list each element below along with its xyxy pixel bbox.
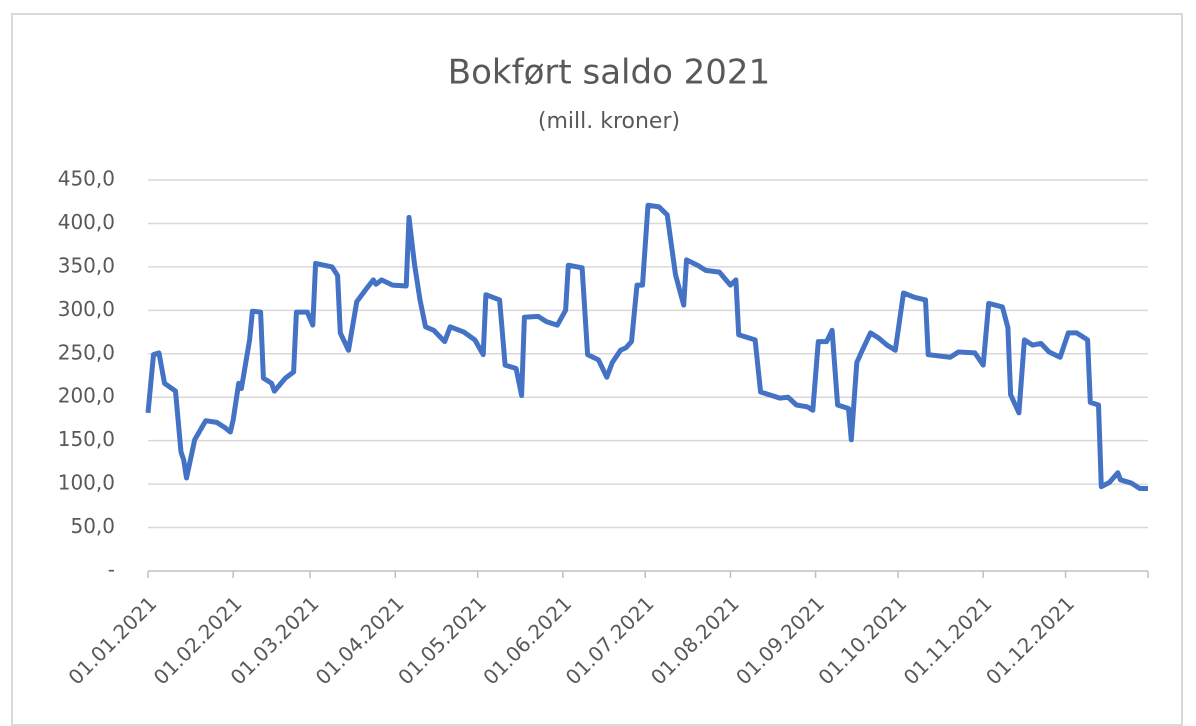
y-tick-label: - xyxy=(108,558,115,582)
y-tick-label: 350,0 xyxy=(58,253,115,277)
y-tick-label: 100,0 xyxy=(58,471,115,495)
y-tick-label: 300,0 xyxy=(58,297,115,321)
y-tick-label: 50,0 xyxy=(70,514,115,538)
y-tick-label: 200,0 xyxy=(58,384,115,408)
chart-title: Bokført saldo 2021 xyxy=(448,53,770,93)
chart-frame xyxy=(11,13,1183,726)
y-tick-label: 150,0 xyxy=(58,427,115,451)
y-tick-label: 400,0 xyxy=(58,210,115,234)
y-tick-label: 250,0 xyxy=(58,340,115,364)
chart-subtitle: (mill. kroner) xyxy=(538,109,680,134)
data-line xyxy=(145,202,1148,491)
y-tick-label: 450,0 xyxy=(58,167,115,191)
